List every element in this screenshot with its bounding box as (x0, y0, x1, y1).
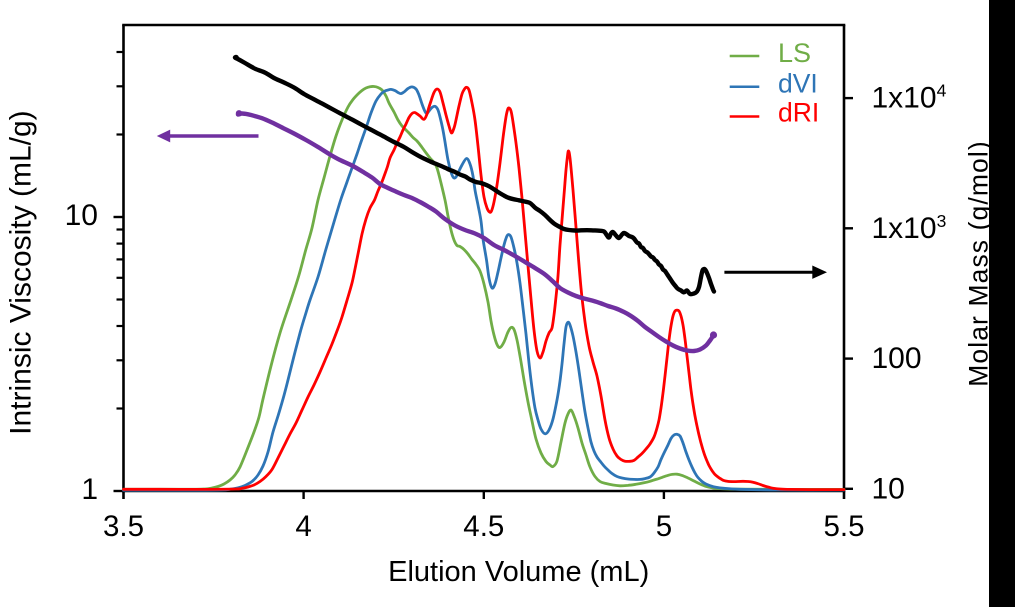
svg-text:100: 100 (872, 342, 922, 375)
svg-text:1: 1 (81, 473, 98, 506)
svg-text:5.5: 5.5 (823, 510, 864, 543)
svg-text:5: 5 (656, 510, 672, 543)
svg-text:dRI: dRI (778, 98, 819, 128)
svg-text:1x104: 1x104 (872, 81, 947, 115)
svg-text:10: 10 (65, 199, 98, 232)
svg-text:Intrinsic Viscosity (mL/g): Intrinsic Viscosity (mL/g) (5, 110, 38, 435)
svg-text:dVI: dVI (778, 69, 818, 99)
svg-text:Elution Volume (mL): Elution Volume (mL) (388, 556, 649, 588)
svg-text:10: 10 (872, 472, 905, 505)
svg-text:1x103: 1x103 (872, 211, 947, 245)
svg-text:4: 4 (295, 510, 311, 543)
svg-text:3.5: 3.5 (103, 510, 144, 543)
svg-text:Molar Mass (g/mol): Molar Mass (g/mol) (964, 140, 994, 387)
svg-text:4.5: 4.5 (463, 510, 504, 543)
svg-text:LS: LS (778, 38, 811, 68)
